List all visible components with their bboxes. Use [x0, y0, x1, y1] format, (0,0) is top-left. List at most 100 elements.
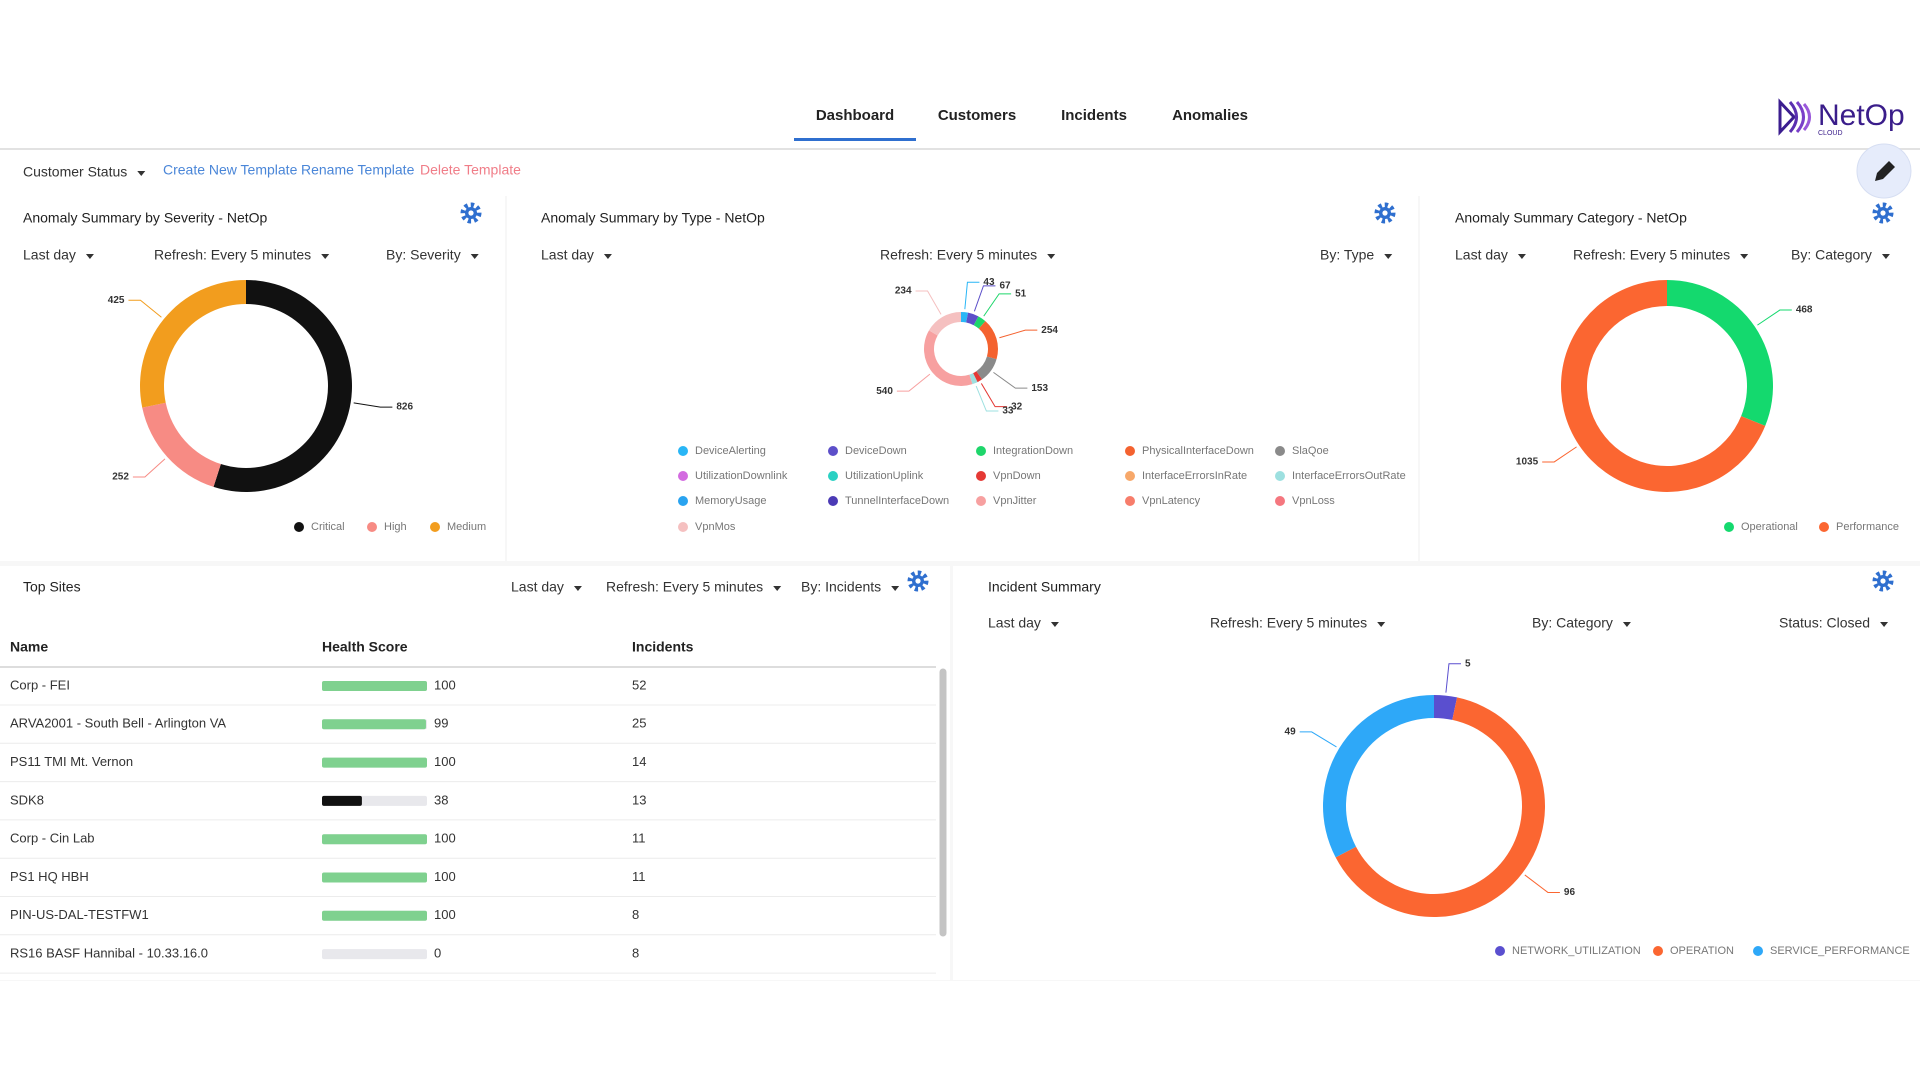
edit-button[interactable]: [1856, 143, 1912, 199]
dropdown[interactable]: Refresh: Every 5 minutes: [1573, 247, 1730, 263]
settings-gear-hole[interactable]: [1880, 210, 1886, 216]
site-name[interactable]: PS11 TMI Mt. Vernon: [10, 754, 133, 769]
dropdown[interactable]: By: Category: [1532, 615, 1613, 631]
dropdown[interactable]: Refresh: Every 5 minutes: [606, 579, 763, 595]
nav-tab[interactable]: Incidents: [1061, 107, 1127, 124]
dropdown[interactable]: Customer Status: [23, 164, 127, 180]
settings-gear[interactable]: [1872, 202, 1894, 224]
nav-tab[interactable]: Dashboard: [816, 107, 894, 124]
settings-gear-hole[interactable]: [915, 578, 921, 584]
dropdown[interactable]: Last day: [511, 579, 564, 595]
dropdown[interactable]: Refresh: Every 5 minutes: [154, 247, 311, 263]
legend-swatch: [828, 446, 838, 456]
legend-label[interactable]: VpnDown: [993, 470, 1041, 482]
dropdown[interactable]: Last day: [23, 247, 76, 263]
dropdown-caret[interactable]: [1881, 254, 1890, 259]
legend-label[interactable]: SERVICE_PERFORMANCE: [1770, 945, 1910, 957]
dropdown[interactable]: By: Severity: [386, 247, 461, 263]
column-header[interactable]: Incidents: [632, 639, 694, 655]
legend-label[interactable]: Operational: [1741, 521, 1798, 533]
site-name[interactable]: Corp - Cin Lab: [10, 831, 95, 846]
dropdown-caret[interactable]: [1377, 622, 1386, 627]
legend-label[interactable]: UtilizationDownlink: [695, 470, 788, 482]
legend-label[interactable]: VpnJitter: [993, 495, 1037, 507]
dropdown-caret[interactable]: [1050, 622, 1059, 627]
legend-label[interactable]: TunnelInterfaceDown: [845, 495, 949, 507]
site-name[interactable]: PS1 HQ HBH: [10, 869, 89, 884]
dropdown-caret[interactable]: [1740, 254, 1749, 259]
health-bar: [322, 910, 427, 921]
site-name[interactable]: SDK8: [10, 792, 44, 807]
legend-label[interactable]: SlaQoe: [1292, 445, 1329, 457]
health-score: 38: [434, 792, 448, 807]
dropdown[interactable]: By: Type: [1320, 247, 1374, 263]
nav-tab[interactable]: Anomalies: [1172, 107, 1248, 124]
legend-label[interactable]: High: [384, 521, 407, 533]
dropdown[interactable]: Last day: [988, 615, 1041, 631]
legend-swatch: [1275, 496, 1285, 506]
column-header[interactable]: Name: [10, 639, 48, 655]
dropdown-caret[interactable]: [891, 586, 900, 591]
leader-line: [1299, 731, 1337, 748]
legend-label[interactable]: IntegrationDown: [993, 445, 1073, 457]
donut-segment: [928, 312, 961, 336]
dropdown-caret[interactable]: [1384, 254, 1393, 259]
dropdown-caret[interactable]: [1047, 254, 1056, 259]
dropdown[interactable]: Last day: [541, 247, 594, 263]
legend-label[interactable]: Performance: [1836, 521, 1899, 533]
dropdown-caret[interactable]: [573, 586, 582, 591]
toolbar-link[interactable]: Rename Template: [301, 162, 415, 178]
dropdown-caret[interactable]: [321, 254, 330, 259]
dropdown-caret[interactable]: [470, 254, 479, 259]
settings-gear-hole[interactable]: [1382, 210, 1388, 216]
dropdown[interactable]: By: Category: [1791, 247, 1872, 263]
dropdown[interactable]: Refresh: Every 5 minutes: [880, 247, 1037, 263]
legend-label[interactable]: PhysicalInterfaceDown: [1142, 445, 1254, 457]
dropdown[interactable]: Last day: [1455, 247, 1508, 263]
legend-label[interactable]: Critical: [311, 521, 345, 533]
legend-label[interactable]: InterfaceErrorsOutRate: [1292, 470, 1406, 482]
panel: [953, 566, 1920, 980]
legend-label[interactable]: VpnLoss: [1292, 495, 1335, 507]
toolbar-link[interactable]: Create New Template: [163, 162, 298, 178]
dropdown-caret[interactable]: [603, 254, 612, 259]
settings-gear-hole[interactable]: [1880, 578, 1886, 584]
legend-label[interactable]: MemoryUsage: [695, 495, 767, 507]
toolbar-link[interactable]: Delete Template: [420, 162, 521, 178]
settings-gear[interactable]: [460, 202, 482, 224]
legend-label[interactable]: VpnLatency: [1142, 495, 1201, 507]
legend-label[interactable]: VpnMos: [695, 521, 736, 533]
legend-label[interactable]: DeviceDown: [845, 445, 907, 457]
settings-gear[interactable]: [1872, 570, 1894, 592]
site-name[interactable]: RS16 BASF Hannibal - 10.33.16.0: [10, 946, 208, 961]
site-name[interactable]: ARVA2001 - South Bell - Arlington VA: [10, 716, 226, 731]
dropdown-caret[interactable]: [85, 254, 94, 259]
dropdown[interactable]: Status: Closed: [1779, 615, 1870, 631]
edit-icon[interactable]: [1875, 161, 1895, 181]
data-label: 49: [1285, 727, 1297, 738]
legend-label[interactable]: UtilizationUplink: [845, 470, 924, 482]
site-name[interactable]: Corp - FEI: [10, 677, 70, 692]
legend-label[interactable]: DeviceAlerting: [695, 445, 766, 457]
legend-label[interactable]: Medium: [447, 521, 486, 533]
settings-gear[interactable]: [907, 570, 929, 592]
panel: [0, 566, 950, 980]
dropdown-caret[interactable]: [773, 586, 782, 591]
legend-label[interactable]: OPERATION: [1670, 945, 1734, 957]
settings-gear-hole[interactable]: [468, 210, 474, 216]
dropdown-caret[interactable]: [1622, 622, 1631, 627]
legend-label[interactable]: InterfaceErrorsInRate: [1142, 470, 1247, 482]
health-score: 0: [434, 946, 441, 961]
incident-count: 14: [632, 754, 646, 769]
nav-tab[interactable]: Customers: [938, 107, 1016, 124]
column-header[interactable]: Health Score: [322, 639, 408, 655]
dropdown-caret[interactable]: [1880, 622, 1889, 627]
dropdown-caret[interactable]: [1517, 254, 1526, 259]
dropdown[interactable]: Refresh: Every 5 minutes: [1210, 615, 1367, 631]
settings-gear[interactable]: [1374, 202, 1396, 224]
legend-label[interactable]: NETWORK_UTILIZATION: [1512, 945, 1641, 957]
health-bar: [322, 834, 427, 845]
site-name[interactable]: PIN-US-DAL-TESTFW1: [10, 907, 149, 922]
dropdown-caret[interactable]: [137, 171, 146, 176]
dropdown[interactable]: By: Incidents: [801, 579, 881, 595]
